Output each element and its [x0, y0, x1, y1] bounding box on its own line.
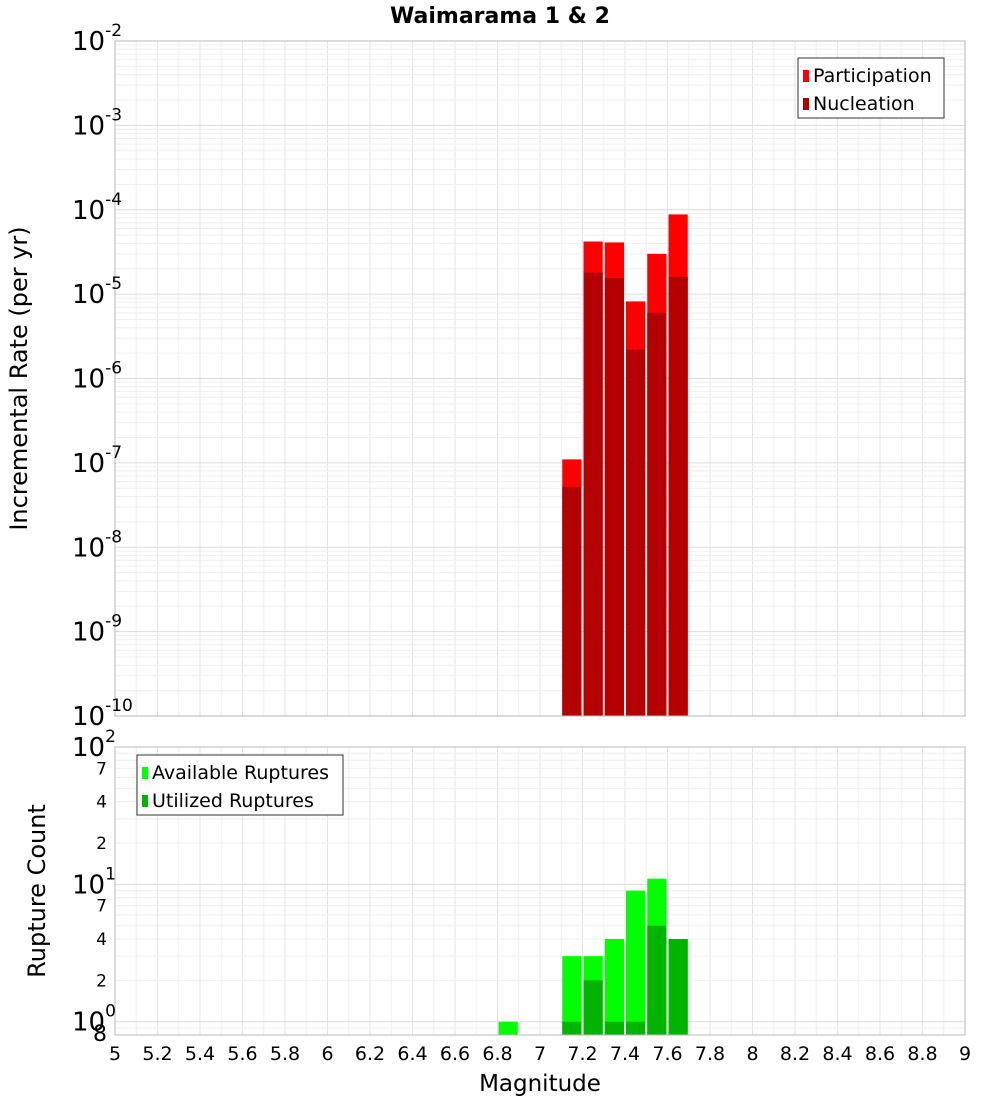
- rate-legend: Participation Nucleation: [797, 57, 945, 119]
- x-tick-label: 7.6: [652, 1043, 682, 1065]
- x-tick-label: 5.2: [142, 1043, 172, 1065]
- y-tick-label: 10-6: [72, 359, 122, 395]
- legend-swatch: [142, 795, 148, 807]
- y-minor-tick-label: 2: [96, 971, 107, 991]
- x-tick-label: 7.8: [695, 1043, 725, 1065]
- y-tick-label: 10-10: [72, 696, 133, 732]
- legend-box: [136, 754, 344, 816]
- legend-label: Utilized Ruptures: [152, 790, 314, 812]
- x-tick-label: 5.8: [270, 1043, 300, 1065]
- plot-frame: [114, 746, 966, 1036]
- y-minor-tick-label: 7: [96, 759, 107, 779]
- x-tick-label: 8.6: [865, 1043, 895, 1065]
- y-tick-label: 10-7: [72, 443, 122, 479]
- rate-bar-nucleation: [604, 278, 624, 716]
- y-tick-label: 100: [72, 1002, 116, 1038]
- count-bar-available-ruptures: [604, 939, 624, 1035]
- count-bar-available-ruptures: [498, 1021, 518, 1035]
- count-bar-utilized-ruptures: [647, 925, 667, 1035]
- x-axis-label: Magnitude: [479, 1071, 601, 1097]
- x-tick-label: 8.8: [907, 1043, 937, 1065]
- count-bar-utilized-ruptures: [583, 980, 603, 1035]
- y-axis-label: Incremental Rate (per yr): [5, 226, 33, 530]
- y-tick-label: 10-9: [72, 612, 122, 648]
- rate-bar-nucleation: [626, 349, 646, 716]
- count-bar-utilized-ruptures: [668, 939, 688, 1035]
- x-tick-label: 8.2: [780, 1043, 810, 1065]
- rate-bar-nucleation: [583, 272, 603, 716]
- count-bar-available-ruptures: [626, 890, 646, 1035]
- y-minor-tick-label: 8: [93, 1022, 107, 1047]
- x-tick-label: 8.4: [822, 1043, 852, 1065]
- x-tick-label: 6.8: [482, 1043, 512, 1065]
- x-tick-label: 7: [534, 1043, 546, 1065]
- x-tick-label: 9: [959, 1043, 971, 1065]
- y-minor-tick-label: 2: [96, 834, 107, 854]
- count-chart: 100 101 102 8 2 4 7 2 4 7 5 5.2 5.4 5.6 5.8 6 6.2 6.4 6.6 6…: [23, 727, 971, 1097]
- legend-box: [797, 57, 945, 119]
- grid: [114, 40, 966, 717]
- x-tick-label: 6: [321, 1043, 333, 1065]
- x-tick-label: 7.2: [567, 1043, 597, 1065]
- count-bar-utilized-ruptures: [562, 1021, 582, 1035]
- y-tick-label: 10-3: [72, 105, 122, 141]
- count-bar-available-ruptures: [562, 956, 582, 1035]
- legend-swatch: [803, 70, 809, 82]
- y-tick-label: 10-8: [72, 527, 122, 563]
- plot-frame: [114, 40, 966, 717]
- x-tick-label: 5.6: [227, 1043, 257, 1065]
- legend-label: Nucleation: [813, 93, 915, 115]
- x-tick-label: 8: [746, 1043, 758, 1065]
- rate-chart: 10-10 10-9 10-8 10-7 10-6 10-5 10-4 10-3 10-2 Inc…: [5, 21, 966, 732]
- x-tick-label: 6.6: [440, 1043, 470, 1065]
- y-minor-tick-label: 4: [96, 793, 107, 813]
- y-tick-label: 102: [72, 727, 116, 763]
- rate-bar-nucleation: [647, 312, 667, 716]
- legend-swatch: [803, 98, 809, 110]
- legend-label: Participation: [813, 65, 932, 87]
- x-tick-label: 5: [109, 1043, 121, 1065]
- chart-title: Waimarama 1 & 2: [390, 4, 610, 29]
- y-axis-label: Rupture Count: [23, 804, 51, 978]
- x-tick-label: 5.4: [185, 1043, 215, 1065]
- count-bar-utilized-ruptures: [604, 1021, 624, 1035]
- y-tick-label: 101: [72, 864, 116, 900]
- count-bar-utilized-ruptures: [626, 1021, 646, 1035]
- rate-bar-nucleation: [668, 276, 688, 716]
- y-tick-label: 10-5: [72, 274, 122, 310]
- count-legend: Available Ruptures Utilized Ruptures: [136, 754, 344, 816]
- y-minor-tick-label: 4: [96, 930, 107, 950]
- rate-bar-nucleation: [562, 486, 582, 716]
- x-tick-label: 6.4: [397, 1043, 427, 1065]
- y-tick-label: 10-4: [72, 190, 122, 226]
- legend-swatch: [142, 767, 148, 779]
- x-tick-label: 6.2: [355, 1043, 385, 1065]
- y-tick-label: 10-2: [72, 21, 122, 57]
- x-tick-label: 7.4: [610, 1043, 640, 1065]
- y-minor-tick-label: 7: [96, 897, 107, 917]
- legend-label: Available Ruptures: [152, 762, 329, 784]
